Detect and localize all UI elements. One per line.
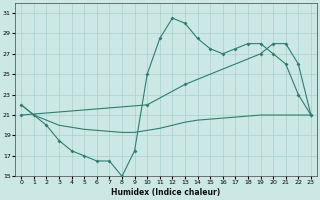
X-axis label: Humidex (Indice chaleur): Humidex (Indice chaleur) bbox=[111, 188, 221, 197]
